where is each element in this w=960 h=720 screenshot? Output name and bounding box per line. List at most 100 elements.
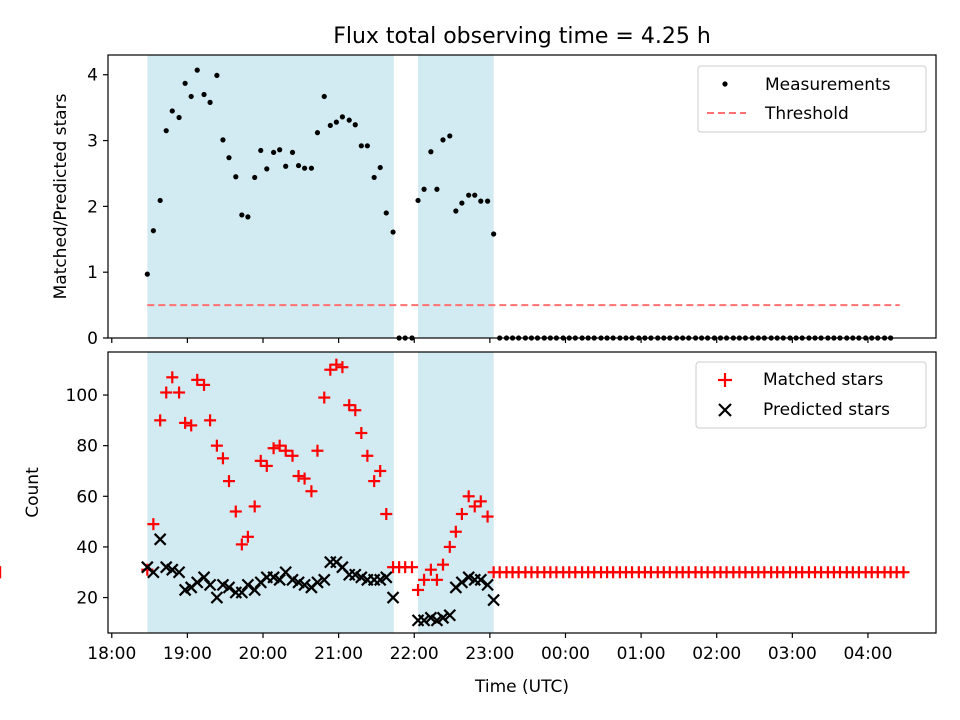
predicted-star-point (147, 565, 160, 579)
x-tick-label: 20:00 (239, 644, 288, 664)
measurement-point (434, 186, 440, 192)
measurement-point (277, 147, 283, 153)
y-tick-label: 3 (87, 132, 98, 152)
top-y-ticks: 0 1 2 3 4 (87, 66, 108, 349)
measurement-point (176, 114, 182, 121)
measurement-point (352, 122, 358, 128)
measurement-point (447, 133, 453, 139)
matched-star-point (481, 510, 494, 523)
matched-star-point (380, 508, 393, 521)
predicted-star-point (436, 611, 450, 625)
x-tick-label: 21:00 (314, 644, 363, 664)
matched-star-point (436, 558, 449, 571)
x-tick-label: 01:00 (617, 644, 666, 664)
top-legend: Measurements Threshold (697, 65, 927, 133)
predicted-star-point (153, 533, 167, 546)
matched-star-point (897, 566, 910, 579)
measurement-point (358, 143, 364, 149)
matched-star-point (191, 373, 204, 386)
matched-star-point (449, 525, 462, 538)
matched-star-point (179, 416, 192, 429)
bottom-y-axis-label: Count (23, 467, 43, 518)
x-tick-label: 02:00 (692, 644, 741, 664)
measurement-point (271, 149, 277, 156)
measurement-point (258, 147, 264, 154)
matched-star-point (298, 472, 311, 485)
predicted-star-point (172, 565, 186, 579)
shaded-span-2 (418, 352, 494, 633)
measurement-point (314, 130, 321, 136)
measurement-point (188, 93, 194, 100)
matched-star-point (235, 538, 248, 551)
predicted-star-point (386, 591, 400, 604)
measurement-point (295, 162, 302, 169)
matched-star-point (147, 518, 160, 531)
matched-star-point (336, 361, 349, 374)
top-shaded-spans (147, 55, 494, 338)
predicted-star-point (203, 578, 217, 592)
legend-matched-label: Matched stars (763, 370, 883, 390)
measurement-point (150, 228, 156, 234)
predicted-star-point (165, 563, 179, 576)
measurement-point (421, 186, 427, 192)
measurement-point (346, 117, 352, 123)
measurement-point (252, 174, 258, 181)
measurement-point (239, 212, 245, 218)
predicted-star-point (443, 609, 457, 622)
top-panel: 0 1 2 3 4 Matched/Predicted stars Measuremen… (51, 54, 937, 349)
matched-star-point (204, 414, 217, 427)
measurement-point (283, 163, 289, 169)
measurement-point (144, 271, 150, 277)
predicted-star-point (379, 571, 393, 584)
matched-star-point (412, 583, 425, 596)
matched-star-point (173, 386, 186, 399)
matched-star-point (198, 378, 211, 391)
matched-star-point (349, 404, 362, 417)
measurement-point (459, 200, 465, 206)
x-tick-label: 18:00 (87, 644, 136, 664)
predicted-star-point (222, 581, 236, 594)
measurement-point (371, 174, 377, 181)
matched-star-point (267, 442, 280, 455)
measurement-point (194, 67, 200, 73)
measurement-point (201, 91, 207, 98)
measurement-point (163, 128, 169, 134)
measurement-point (339, 114, 346, 120)
matched-star-point (318, 391, 331, 404)
y-tick-label: 20 (76, 589, 98, 609)
matched-star-point (455, 508, 468, 521)
measurement-point (478, 198, 484, 204)
measurement-point (321, 93, 327, 100)
bottom-data-marks (0, 358, 910, 627)
measurement-point (302, 165, 308, 171)
y-tick-label: 0 (87, 329, 98, 349)
y-tick-label: 40 (76, 538, 98, 558)
measurement-point (233, 174, 239, 180)
x-tick-label: 19:00 (163, 644, 212, 664)
matched-star-point (185, 419, 198, 432)
y-tick-label: 60 (76, 487, 98, 507)
x-tick-label: 00:00 (541, 644, 590, 664)
matched-star-point (468, 500, 481, 513)
bottom-panel: 20 40 60 80 100 18:00 19:00 20:00 21:00 22:00 23:… (0, 351, 937, 697)
chart-title: Flux total observing time = 4.25 h (333, 24, 711, 49)
legend-measurements-label: Measurements (765, 75, 891, 95)
y-tick-label: 80 (76, 437, 98, 457)
measurement-point (308, 165, 315, 171)
measurement-point (182, 80, 188, 86)
measurement-point (245, 214, 251, 220)
predicted-star-point (455, 576, 469, 589)
matched-star-point (462, 490, 475, 503)
y-tick-label: 1 (87, 263, 98, 283)
measurement-point (207, 99, 213, 105)
x-tick-label: 22:00 (390, 644, 439, 664)
measurement-point (327, 122, 333, 129)
matched-star-point (273, 439, 286, 452)
bottom-y-ticks: 20 40 60 80 100 (66, 386, 108, 609)
measurement-point (453, 208, 459, 214)
measurement-point (169, 108, 175, 114)
matched-star-point (424, 563, 437, 576)
legend-matched-marker (718, 373, 732, 387)
measurement-point (383, 210, 389, 216)
